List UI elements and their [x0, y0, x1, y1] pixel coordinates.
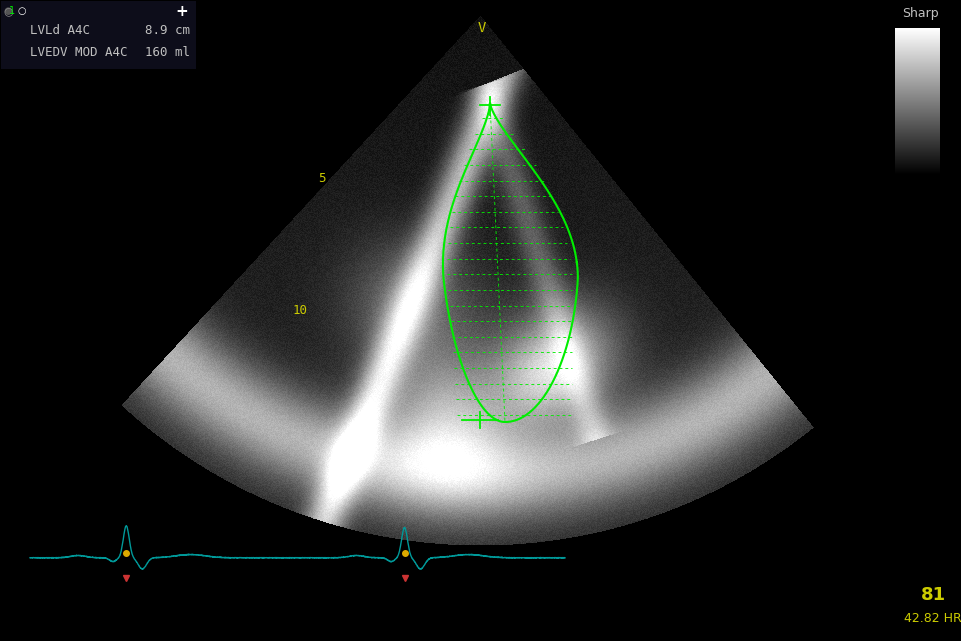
- Text: 81: 81: [921, 586, 946, 604]
- Text: ●: ●: [4, 6, 12, 16]
- Text: +: +: [176, 3, 188, 19]
- Text: LVEDV MOD A4C: LVEDV MOD A4C: [30, 46, 128, 58]
- Text: 10: 10: [292, 303, 308, 317]
- Text: ○: ○: [17, 6, 26, 16]
- Text: Sharp: Sharp: [901, 6, 938, 19]
- Text: 1: 1: [9, 6, 15, 16]
- Text: LVLd A4C: LVLd A4C: [30, 24, 90, 37]
- Bar: [1, 1, 196, 69]
- Text: ○: ○: [3, 6, 12, 16]
- Text: V: V: [478, 21, 486, 35]
- Text: 8.9 cm: 8.9 cm: [145, 24, 190, 37]
- Text: 5: 5: [318, 172, 326, 185]
- Text: 42.82 HR: 42.82 HR: [904, 612, 961, 624]
- Text: 160 ml: 160 ml: [145, 46, 190, 58]
